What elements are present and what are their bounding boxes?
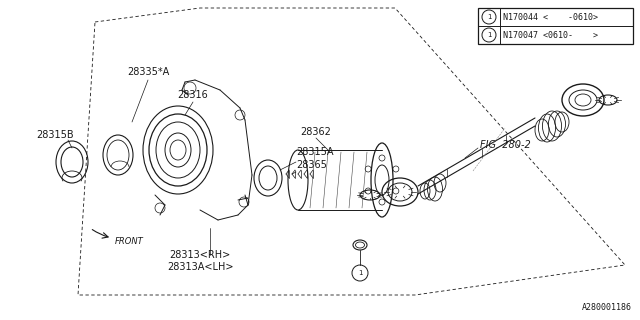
Text: 28315B: 28315B — [36, 130, 74, 140]
Text: 1: 1 — [487, 14, 492, 20]
Bar — [478, 8, 633, 44]
Text: 28313<RH>: 28313<RH> — [170, 250, 230, 260]
Text: 28315A: 28315A — [296, 147, 333, 157]
Text: 1: 1 — [487, 32, 492, 38]
Text: FIG. 280-2: FIG. 280-2 — [480, 140, 531, 150]
Text: A280001186: A280001186 — [582, 303, 632, 312]
Text: FRONT: FRONT — [115, 237, 144, 246]
Text: 1: 1 — [358, 270, 362, 276]
Text: N170044 <    -0610>: N170044 < -0610> — [503, 12, 598, 21]
Text: N170047 <0610-    >: N170047 <0610- > — [503, 30, 598, 39]
Text: 28313A<LH>: 28313A<LH> — [167, 262, 233, 272]
Text: 28335*A: 28335*A — [127, 67, 169, 77]
Text: 28316: 28316 — [178, 90, 209, 100]
Text: 28365: 28365 — [296, 160, 327, 170]
Text: 28362: 28362 — [301, 127, 332, 137]
